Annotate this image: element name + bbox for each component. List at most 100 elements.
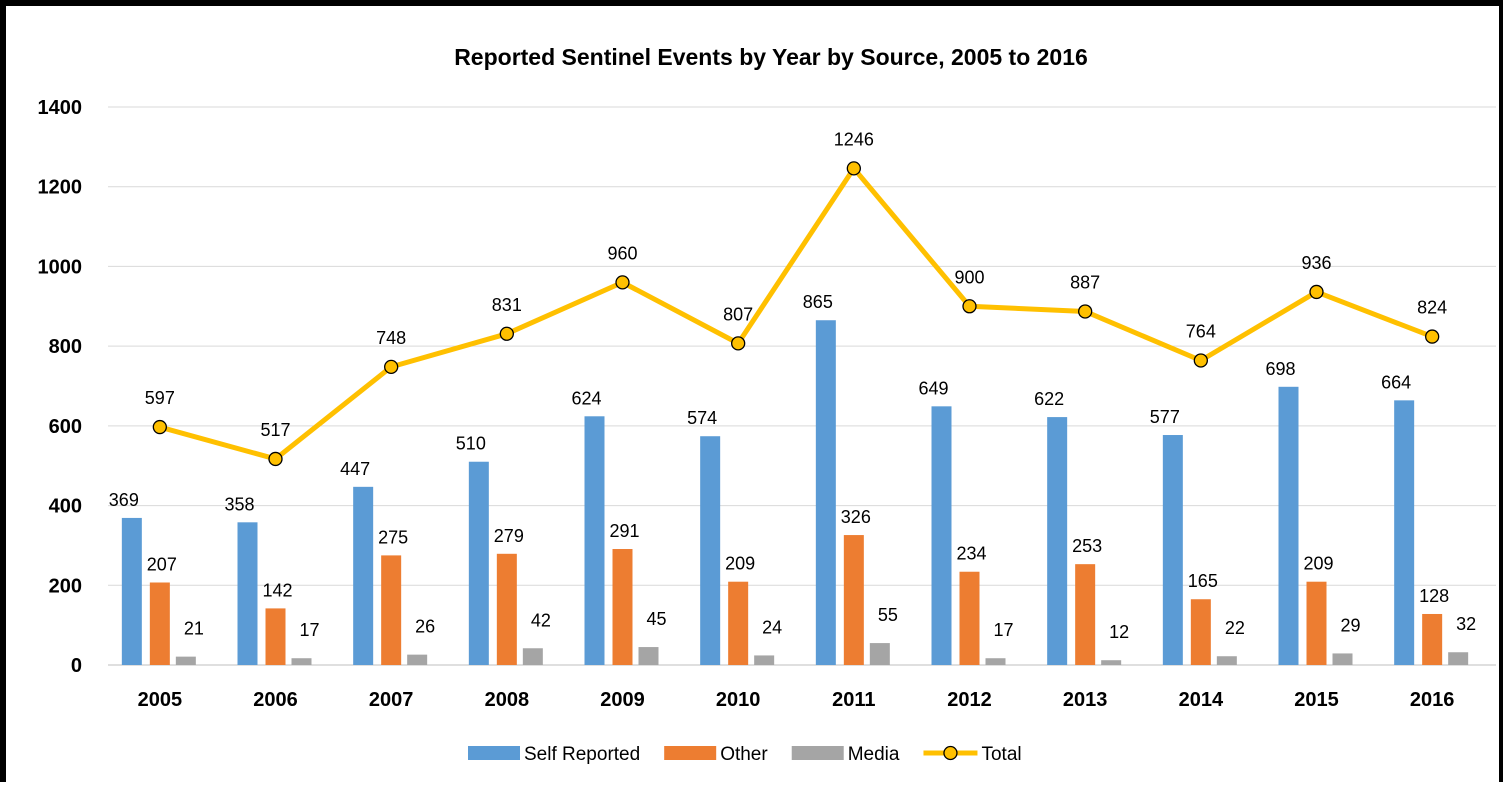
x-tick-label: 2013 [1063, 689, 1108, 711]
bar-self-reported [1047, 417, 1068, 665]
data-label-other: 165 [1188, 571, 1218, 591]
bar-media [638, 647, 659, 665]
legend-label-total: Total [981, 744, 1021, 765]
bar-media [175, 656, 196, 665]
marker-total [1078, 304, 1093, 319]
data-label-total: 831 [492, 295, 522, 315]
bar-media [1216, 656, 1237, 665]
data-label-total: 824 [1417, 298, 1447, 318]
legend-swatch-other [664, 746, 717, 760]
y-tick-label: 800 [49, 336, 82, 358]
bar-self-reported [584, 416, 605, 665]
bar-other [728, 581, 749, 665]
data-label-total: 597 [145, 388, 175, 408]
data-label-total: 764 [1186, 321, 1216, 341]
bar-other [1306, 581, 1327, 665]
bar-other [1422, 613, 1443, 665]
data-label-self-reported: 649 [918, 378, 948, 398]
bar-other [843, 535, 864, 665]
marker-total [846, 161, 861, 176]
data-label-total: 936 [1301, 253, 1331, 273]
bar-self-reported [1278, 386, 1299, 665]
bar-self-reported [931, 406, 952, 665]
bar-media [291, 658, 312, 665]
data-label-total: 887 [1070, 272, 1100, 292]
data-label-self-reported: 574 [687, 408, 717, 428]
x-tick-label: 2009 [600, 689, 645, 711]
bar-media [754, 655, 775, 665]
line-series: 597 517 748 831 960 807 1246 900 887 764 936 824 [145, 129, 1447, 467]
y-tick-label: 1400 [38, 97, 83, 119]
data-label-other: 234 [956, 544, 986, 564]
bar-other [381, 555, 402, 665]
y-tick-label: 200 [49, 575, 82, 597]
x-tick-label: 2012 [947, 689, 992, 711]
data-label-total: 1246 [834, 129, 874, 149]
data-label-media: 29 [1340, 615, 1360, 635]
data-label-media: 32 [1456, 614, 1476, 634]
data-label-media: 55 [878, 605, 898, 625]
legend-label-media: Media [848, 744, 900, 765]
marker-total [1425, 329, 1440, 344]
bar-self-reported [700, 436, 721, 665]
data-label-other: 207 [147, 554, 177, 574]
marker-total [268, 451, 283, 467]
bar-other [1075, 564, 1096, 665]
bar-media [407, 654, 428, 665]
legend-marker-total [943, 745, 958, 761]
y-axis: 0 200 400 600 800 1000 1200 1400 [38, 97, 83, 677]
bar-media [522, 648, 543, 665]
y-tick-label: 600 [49, 416, 82, 438]
data-label-media: 26 [415, 617, 435, 637]
data-label-other: 326 [841, 507, 871, 527]
bar-media [869, 643, 890, 665]
legend-label-other: Other [720, 744, 768, 765]
data-label-total: 900 [954, 267, 984, 287]
legend-label-self-reported: Self Reported [524, 744, 640, 765]
x-tick-label: 2010 [716, 689, 761, 711]
chart-svg: Reported Sentinel Events by Year by Sour… [38, 44, 1496, 765]
marker-total [731, 336, 746, 351]
data-label-media: 24 [762, 617, 782, 637]
gridlines [108, 106, 1496, 666]
data-label-self-reported: 865 [803, 292, 833, 312]
data-label-media: 22 [1225, 618, 1245, 638]
bar-other [149, 582, 170, 665]
x-tick-label: 2011 [832, 689, 875, 711]
chart-title: Reported Sentinel Events by Year by Sour… [454, 44, 1088, 70]
marker-total [384, 359, 399, 375]
bar-self-reported [468, 461, 489, 665]
x-tick-label: 2014 [1179, 689, 1224, 711]
legend-swatch-self-reported [468, 746, 520, 760]
bar-other [959, 571, 980, 665]
x-tick-label: 2015 [1294, 689, 1339, 711]
x-tick-label: 2006 [253, 689, 298, 711]
bar-self-reported [1394, 400, 1415, 665]
x-axis: 2005 2006 2007 2008 2009 2010 2011 2012 2013 2014… [138, 689, 1455, 711]
marker-total [1193, 353, 1208, 368]
data-label-media: 17 [993, 620, 1013, 640]
bar-media [1332, 653, 1353, 665]
bar-self-reported [237, 522, 258, 665]
bar-other [496, 553, 517, 665]
bar-self-reported [1162, 435, 1183, 665]
legend-swatch-media [791, 746, 844, 760]
bar-media [1448, 652, 1469, 665]
data-label-other: 128 [1419, 586, 1449, 606]
data-label-other: 142 [262, 580, 292, 600]
legend: Self Reported Other Media Total [468, 744, 1022, 765]
data-label-self-reported: 447 [340, 459, 370, 479]
data-label-other: 209 [725, 554, 755, 574]
marker-total [1309, 284, 1324, 300]
x-tick-label: 2016 [1410, 689, 1455, 711]
data-label-total: 748 [376, 328, 406, 348]
data-label-media: 17 [299, 620, 319, 640]
bar-series: 369 358 447 510 624 574 865 649 622 577 698 664 207 1… [109, 292, 1476, 665]
x-tick-label: 2008 [485, 689, 530, 711]
data-label-other: 279 [494, 526, 524, 546]
bar-self-reported [121, 517, 142, 665]
line-total [159, 165, 1434, 462]
bar-other [265, 608, 286, 665]
data-label-media: 45 [646, 609, 666, 629]
